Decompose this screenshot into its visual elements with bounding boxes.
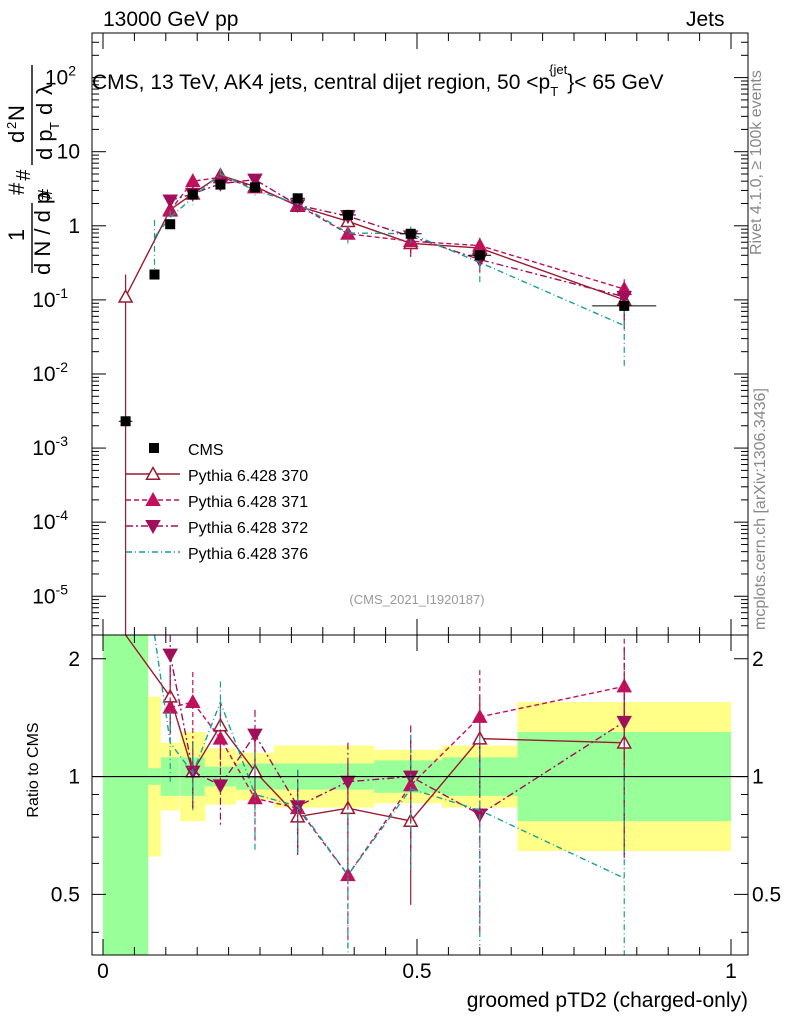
- ratio-tick-label: 0.5: [51, 883, 80, 906]
- chart-title-sub: T: [550, 84, 558, 99]
- x-tick-label: 0: [97, 960, 109, 983]
- ratio-uncertainty-bands: [103, 635, 731, 955]
- svg-text:d: d: [4, 131, 29, 143]
- cms-point: [215, 179, 226, 190]
- ratio-tick-label: 0.5: [752, 883, 781, 906]
- cms-point: [405, 228, 416, 239]
- cms-point: [474, 250, 485, 261]
- cms-point: [249, 182, 260, 193]
- ratio-point: [247, 728, 263, 743]
- ratio-line: [169, 654, 625, 816]
- series-3: [162, 173, 633, 323]
- svg-text:N: N: [4, 105, 29, 121]
- ratio-point: [185, 694, 201, 709]
- legend-label: Pythia 6.428 372: [188, 520, 308, 537]
- svg-text:d N / d p: d N / d p: [30, 192, 55, 275]
- svg-text:#: #: [4, 182, 29, 195]
- x-tick-label: 0.5: [402, 960, 431, 983]
- svg-text:#: #: [35, 188, 57, 200]
- category-label: Jets: [686, 8, 725, 31]
- legend-marker: [149, 443, 159, 453]
- legend: CMS Pythia 6.428 370 Pythia 6.428 371 Pythi…: [126, 442, 308, 563]
- ratio-line: [125, 634, 625, 822]
- ratio-series-4: [153, 634, 625, 955]
- cms-point: [342, 209, 353, 220]
- series-4: [153, 168, 625, 369]
- legend-label: Pythia 6.428 370: [188, 468, 308, 485]
- analysis-tag: (CMS_2021_I1920187): [349, 592, 484, 607]
- ratio-point: [616, 678, 633, 693]
- ratio-line: [153, 634, 625, 879]
- legend-marker: [145, 465, 161, 480]
- y-tick-label: 10-5: [32, 581, 68, 608]
- cms-point: [165, 219, 176, 230]
- series-point: [185, 173, 201, 188]
- series-point: [162, 194, 178, 209]
- ratio-band-inner: [103, 635, 149, 955]
- x-axis-label: groomed pTD2 (charged-only): [467, 989, 748, 1012]
- ratio-tick-label: 2: [752, 648, 764, 671]
- ratio-y-axis-label: Ratio to CMS: [25, 722, 42, 817]
- svg-text:λ: λ: [32, 84, 57, 95]
- ratio-point: [616, 715, 633, 730]
- y-tick-label: 102: [45, 63, 76, 90]
- legend-entry: Pythia 6.428 371: [126, 491, 308, 511]
- mcplots-label: mcplots.cern.ch [arXiv:1306.3436]: [752, 388, 769, 630]
- chart-title-tail: }< 65 GeV: [567, 71, 663, 94]
- ratio-point: [162, 648, 178, 663]
- legend-entry: Pythia 6.428 376: [126, 546, 308, 563]
- svg-text:T: T: [47, 122, 62, 130]
- svg-text:2: 2: [4, 122, 19, 129]
- legend-marker: [145, 520, 161, 535]
- ratio-tick-label: 1: [752, 766, 764, 789]
- ratio-point: [212, 730, 229, 745]
- svg-text:d p: d p: [32, 129, 57, 160]
- y-tick-label: 10-2: [32, 359, 68, 386]
- series-point: [247, 173, 263, 188]
- ratio-tick-label: 1: [68, 766, 80, 789]
- legend-entry: Pythia 6.428 370: [126, 465, 308, 485]
- series-point: [117, 288, 134, 303]
- x-tick-label: 1: [725, 960, 737, 983]
- chart-title-sup: {jet: [549, 62, 567, 77]
- y-tick-label: 1: [68, 215, 80, 238]
- cms-data-layer: [118, 179, 657, 427]
- cms-point: [619, 300, 630, 311]
- cms-point: [187, 189, 198, 200]
- ratio-point: [212, 779, 229, 794]
- axis-ticks: 10-5 10-4 10-3 10-2 10-1 1 10 102 0 0.5 1 0.5 0.5 1 1 2…: [32, 32, 781, 983]
- legend-label: Pythia 6.428 371: [188, 494, 308, 511]
- legend-label: Pythia 6.428 376: [188, 546, 308, 563]
- cms-point: [120, 416, 131, 427]
- series-point: [616, 290, 633, 305]
- ratio-point: [472, 708, 488, 723]
- series-1: [117, 167, 633, 635]
- y-tick-label: 10: [57, 141, 80, 164]
- cms-point: [149, 269, 160, 280]
- svg-text:#: #: [13, 169, 35, 181]
- legend-marker: [145, 491, 161, 506]
- series-line: [153, 173, 625, 327]
- energy-label: 13000 GeV pp: [103, 8, 239, 31]
- y-tick-label: 10-1: [32, 285, 68, 312]
- top-panel-frame: [91, 32, 749, 636]
- rivet-label: Rivet 4.1.0, ≥ 100k events: [748, 70, 765, 255]
- series-2: [162, 169, 633, 304]
- axes-frames: [91, 32, 749, 956]
- svg-text:d: d: [32, 103, 57, 115]
- legend-label: CMS: [188, 442, 224, 459]
- y-tick-label: 10-3: [32, 433, 68, 460]
- ratio-tick-label: 2: [68, 648, 80, 671]
- cms-point: [292, 193, 303, 204]
- legend-entry: CMS: [149, 442, 224, 459]
- legend-entry: Pythia 6.428 372: [126, 520, 308, 537]
- chart-title: CMS, 13 TeV, AK4 jets, central dijet reg…: [92, 62, 664, 99]
- y-tick-label: 10-4: [32, 507, 68, 534]
- svg-text:1: 1: [4, 229, 29, 241]
- ratio-panel-frame: [91, 634, 749, 956]
